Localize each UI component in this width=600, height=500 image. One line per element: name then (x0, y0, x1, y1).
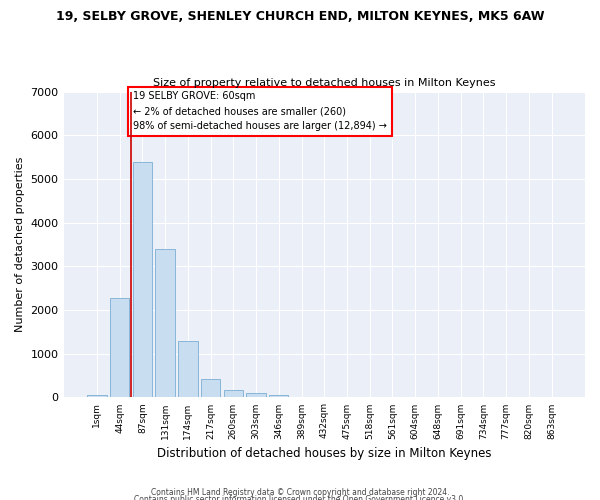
Bar (269, 395, 289, 398)
Bar (133, 162, 152, 398)
Bar (87, 395, 107, 398)
Y-axis label: Number of detached properties: Number of detached properties (15, 157, 25, 332)
Bar (110, 298, 130, 398)
Text: Contains HM Land Registry data © Crown copyright and database right 2024.: Contains HM Land Registry data © Crown c… (151, 488, 449, 497)
Bar (178, 340, 197, 398)
Bar (155, 249, 175, 398)
Text: Contains public sector information licensed under the Open Government Licence v3: Contains public sector information licen… (134, 496, 466, 500)
Text: 19 SELBY GROVE: 60sqm
← 2% of detached houses are smaller (260)
98% of semi-deta: 19 SELBY GROVE: 60sqm ← 2% of detached h… (133, 92, 387, 131)
Title: Size of property relative to detached houses in Milton Keynes: Size of property relative to detached ho… (153, 78, 496, 88)
Bar (224, 390, 243, 398)
Bar (247, 394, 266, 398)
Text: 19, SELBY GROVE, SHENLEY CHURCH END, MILTON KEYNES, MK5 6AW: 19, SELBY GROVE, SHENLEY CHURCH END, MIL… (56, 10, 544, 23)
X-axis label: Distribution of detached houses by size in Milton Keynes: Distribution of detached houses by size … (157, 447, 491, 460)
Bar (201, 379, 220, 398)
